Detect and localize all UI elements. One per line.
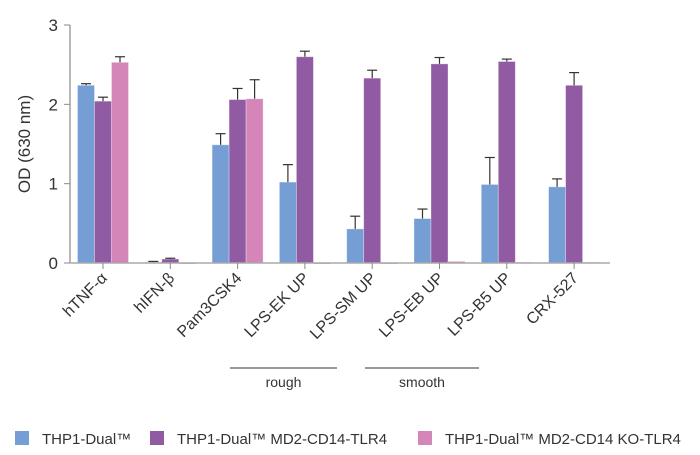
legend-label-2: THP1-Dual™ MD2-CD14 KO-TLR4 (445, 431, 681, 448)
x-tick-label: Pam3CSK4 (174, 270, 245, 341)
x-tick-label: LPS-B5 UP (445, 270, 515, 340)
annotation-label-rough: rough (266, 374, 302, 390)
bar-2-2 (245, 98, 264, 264)
x-tick-label: hTNF-α (60, 270, 111, 321)
legend-label-0: THP1-Dual™ (42, 431, 131, 448)
legend-label-1: THP1-Dual™ MD2-CD14-TLR4 (177, 431, 387, 448)
bar-0-7 (548, 186, 566, 264)
bar-1-2 (228, 99, 247, 264)
x-tick-label: hIFN-β (131, 270, 178, 317)
y-tick-label: 2 (49, 95, 58, 114)
bar-0-4 (346, 228, 365, 264)
y-ticks: 0 1 2 3 (49, 16, 70, 273)
annotation-label-smooth: smooth (399, 374, 445, 390)
x-tick-label: LPS-EK UP (242, 270, 313, 341)
bar-1-6 (497, 61, 516, 264)
bar-1-5 (430, 63, 449, 264)
y-axis-label: OD (630 nm) (15, 95, 34, 193)
bar-2-0 (111, 61, 129, 264)
bar-1-0 (94, 100, 112, 264)
legend: THP1-Dual™ THP1-Dual™ MD2-CD14-TLR4 THP1-D… (15, 431, 681, 448)
bar-0-0 (77, 84, 95, 264)
bar-1-3 (295, 56, 314, 264)
group-annotations: rough smooth (230, 367, 479, 390)
bar-0-6 (480, 184, 499, 264)
bar-1-7 (565, 84, 583, 264)
x-tick-label: CRX-527 (523, 270, 582, 329)
bar-0-2 (211, 144, 230, 264)
y-tick-label: 0 (49, 254, 58, 273)
legend-swatch-2 (418, 431, 432, 445)
bar-1-4 (363, 77, 382, 264)
legend-swatch-0 (15, 431, 29, 445)
legend-swatch-1 (150, 431, 164, 445)
y-tick-label: 1 (49, 175, 58, 194)
bar-0-5 (413, 218, 432, 264)
x-tick-label: LPS-SM UP (307, 270, 380, 343)
bar-0-3 (278, 181, 297, 264)
y-tick-label: 3 (49, 16, 58, 35)
x-tick-label: LPS-EB UP (376, 270, 447, 341)
bars-layer (77, 50, 600, 265)
